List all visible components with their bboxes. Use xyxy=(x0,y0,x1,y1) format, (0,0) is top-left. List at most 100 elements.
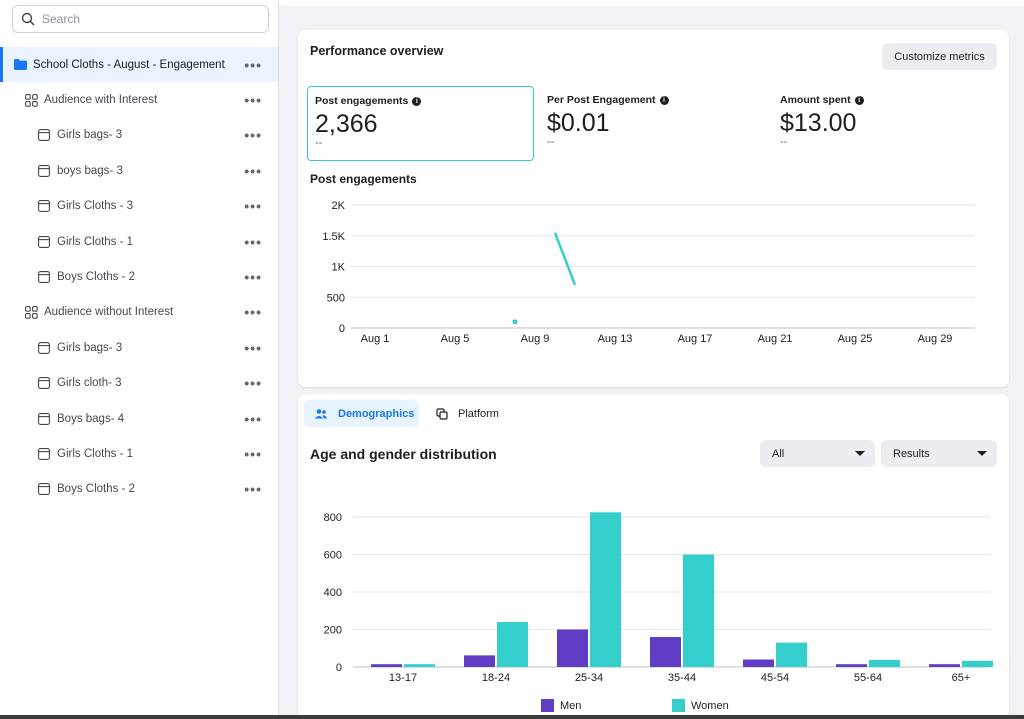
sidebar-item[interactable]: Girls bags- 3 ••• xyxy=(0,330,278,365)
x-tick-label: 13-17 xyxy=(389,672,417,684)
more-options-icon[interactable]: ••• xyxy=(244,375,262,392)
sidebar-item[interactable]: Boys bags- 4 ••• xyxy=(0,401,278,436)
folder-icon xyxy=(13,58,27,72)
sidebar-item[interactable]: Audience with Interest ••• xyxy=(0,82,278,117)
ad-icon xyxy=(37,164,51,178)
y-tick-label: 1.5K xyxy=(322,231,345,243)
customize-metrics-button[interactable]: Customize metrics xyxy=(882,43,997,70)
bar-men[interactable] xyxy=(743,659,774,668)
ad-icon xyxy=(37,199,51,213)
metric-delta: -- xyxy=(547,136,555,148)
more-options-icon[interactable]: ••• xyxy=(244,198,262,215)
y-tick-label: 0 xyxy=(339,323,345,335)
ad-icon xyxy=(37,270,51,284)
bar-women[interactable] xyxy=(869,659,900,667)
tab-label: Demographics xyxy=(338,407,415,420)
metric-amount-spent[interactable]: Amount spent i $13.00 -- xyxy=(773,86,1000,161)
tab-demographics[interactable]: Demographics xyxy=(304,400,419,427)
demographics-card: Demographics Platform Age and gender dis… xyxy=(298,394,1009,719)
more-options-icon[interactable]: ••• xyxy=(244,233,262,250)
y-tick-label: 2K xyxy=(332,200,346,212)
info-icon[interactable]: i xyxy=(412,96,422,106)
more-options-icon[interactable]: ••• xyxy=(244,410,262,427)
x-tick-label: Aug 29 xyxy=(918,333,953,345)
age-gender-chart: 0 200 400 600 800 13-17 18-24 25-34 35-44 45-54 55… xyxy=(324,512,993,712)
y-tick-label: 0 xyxy=(336,662,342,674)
sidebar-item[interactable]: Girls Cloths - 3 ••• xyxy=(0,189,278,224)
legend-label[interactable]: Women xyxy=(691,700,729,712)
x-tick-label: 25-34 xyxy=(575,672,603,684)
search-box[interactable] xyxy=(12,5,269,33)
search-icon xyxy=(21,12,35,26)
x-tick-label: Aug 21 xyxy=(758,333,793,345)
more-options-icon[interactable]: ••• xyxy=(244,127,262,144)
more-options-icon[interactable]: ••• xyxy=(244,339,262,356)
info-icon[interactable]: i xyxy=(854,95,864,105)
sidebar-item[interactable]: Girls cloth- 3 ••• xyxy=(0,366,278,401)
more-options-icon[interactable]: ••• xyxy=(244,445,262,462)
sidebar-item[interactable]: Boys Cloths - 2 ••• xyxy=(0,472,278,507)
bar-men[interactable] xyxy=(929,664,960,667)
more-options-icon[interactable]: ••• xyxy=(244,92,262,109)
metric-value: 2,366 xyxy=(315,110,378,138)
ad-icon xyxy=(37,412,51,426)
legend-label[interactable]: Men xyxy=(560,700,581,712)
sidebar-item[interactable]: Girls Cloths - 1 ••• xyxy=(0,436,278,471)
ad-icon xyxy=(37,128,51,142)
series-line xyxy=(553,232,577,286)
metric-label: Per Post Engagement xyxy=(547,94,656,106)
sidebar-item-label: Girls Cloths - 1 xyxy=(57,447,134,460)
sidebar-item[interactable]: Audience without Interest ••• xyxy=(0,295,278,330)
sidebar-item[interactable]: boys bags- 3 ••• xyxy=(0,153,278,188)
sidebar-item-label: Audience without Interest xyxy=(44,306,174,319)
bar-women[interactable] xyxy=(962,660,993,667)
bar-women[interactable] xyxy=(497,622,528,667)
bar-men[interactable] xyxy=(650,637,681,667)
x-tick-label: 35-44 xyxy=(668,672,696,684)
sidebar-item[interactable]: School Cloths - August - Engagement ••• xyxy=(0,47,278,83)
bar-women[interactable] xyxy=(590,512,621,667)
x-tick-label: 45-54 xyxy=(761,672,789,684)
more-options-icon[interactable]: ••• xyxy=(244,269,262,286)
line-chart-title: Post engagements xyxy=(310,172,417,186)
metric-value: $13.00 xyxy=(780,109,857,137)
bar-men[interactable] xyxy=(464,655,495,667)
filter-results-dropdown[interactable]: Results xyxy=(881,440,997,467)
x-tick-label: 65+ xyxy=(952,672,971,684)
more-options-icon[interactable]: ••• xyxy=(244,162,262,179)
metric-post-engagements[interactable]: Post engagements i 2,366 -- xyxy=(307,86,534,161)
y-tick-label: 600 xyxy=(324,550,342,562)
bar-women[interactable] xyxy=(683,554,714,668)
sidebar-item[interactable]: Boys Cloths - 2 ••• xyxy=(0,259,278,294)
sidebar-item[interactable]: Girls Cloths - 1 ••• xyxy=(0,224,278,259)
bar-men[interactable] xyxy=(371,664,402,667)
bar-women[interactable] xyxy=(404,664,435,667)
dropdown-value: Results xyxy=(893,447,930,460)
sidebar-item-label: Boys bags- 4 xyxy=(57,412,125,425)
chevron-down-icon xyxy=(977,451,987,456)
sidebar-item-label: Girls Cloths - 1 xyxy=(57,235,134,248)
platform-icon xyxy=(436,407,448,420)
sidebar-item[interactable]: Girls bags- 3 ••• xyxy=(0,118,278,153)
series-point xyxy=(512,319,518,325)
metric-per-post-engagement[interactable]: Per Post Engagement i $0.01 -- xyxy=(540,86,767,161)
ad-icon xyxy=(37,376,51,390)
x-tick-label: Aug 17 xyxy=(678,333,713,345)
metric-delta: -- xyxy=(315,137,323,149)
tab-platform[interactable]: Platform xyxy=(426,400,521,427)
bar-women[interactable] xyxy=(776,642,807,667)
performance-overview-card: Performance overview Customize metrics P… xyxy=(298,30,1009,387)
more-options-icon[interactable]: ••• xyxy=(244,56,262,73)
info-icon[interactable]: i xyxy=(659,95,669,105)
bar-men[interactable] xyxy=(836,664,867,667)
sidebar-item-label: Audience with Interest xyxy=(44,94,158,107)
more-options-icon[interactable]: ••• xyxy=(244,481,262,498)
more-options-icon[interactable]: ••• xyxy=(244,304,262,321)
legend-swatch xyxy=(672,699,685,712)
search-input[interactable] xyxy=(42,12,242,26)
sidebar-item-label: Girls cloth- 3 xyxy=(57,377,122,390)
sidebar-item-label: Girls bags- 3 xyxy=(57,129,123,142)
bar-men[interactable] xyxy=(557,629,588,668)
filter-all-dropdown[interactable]: All xyxy=(760,440,875,467)
post-engagements-chart: 0 500 1K 1.5K 2K Aug 1 Aug 5 Aug 9 Aug 13 Aug 17 A… xyxy=(322,200,975,345)
